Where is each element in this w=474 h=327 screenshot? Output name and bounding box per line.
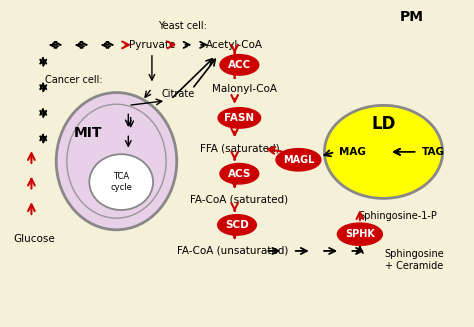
Text: Yeast cell:: Yeast cell: xyxy=(158,21,207,31)
Text: SCD: SCD xyxy=(225,220,249,230)
Text: ACC: ACC xyxy=(228,60,251,70)
Ellipse shape xyxy=(220,164,259,184)
Text: FA-CoA (saturated): FA-CoA (saturated) xyxy=(190,195,288,205)
Text: TCA
cycle: TCA cycle xyxy=(110,172,132,192)
Text: Malonyl-CoA: Malonyl-CoA xyxy=(211,84,277,94)
Ellipse shape xyxy=(220,55,259,75)
Text: MIT: MIT xyxy=(74,126,102,140)
Ellipse shape xyxy=(324,105,443,198)
Text: Pyruvate: Pyruvate xyxy=(129,40,175,50)
Text: Citrate: Citrate xyxy=(161,89,194,99)
Text: LD: LD xyxy=(371,115,396,133)
Text: Sphingosine-1-P: Sphingosine-1-P xyxy=(358,211,437,221)
Text: SPHK: SPHK xyxy=(345,229,375,239)
Text: PM: PM xyxy=(400,10,424,24)
Ellipse shape xyxy=(218,215,256,235)
Text: FASN: FASN xyxy=(224,113,255,123)
Ellipse shape xyxy=(218,108,261,128)
Ellipse shape xyxy=(89,154,153,210)
Text: Cancer cell:: Cancer cell: xyxy=(45,75,103,85)
Ellipse shape xyxy=(276,148,321,171)
Ellipse shape xyxy=(56,93,177,230)
Text: MAG: MAG xyxy=(339,147,366,157)
Text: Acetyl-CoA: Acetyl-CoA xyxy=(206,40,263,50)
Text: TAG: TAG xyxy=(422,147,445,157)
Text: Glucose: Glucose xyxy=(14,234,55,244)
Ellipse shape xyxy=(337,223,383,245)
Text: Sphingosine
+ Ceramide: Sphingosine + Ceramide xyxy=(384,250,444,271)
Text: FFA (saturated): FFA (saturated) xyxy=(200,144,279,154)
Text: MAGL: MAGL xyxy=(283,155,314,165)
Text: ACS: ACS xyxy=(228,169,251,179)
Text: FA-CoA (unsaturated): FA-CoA (unsaturated) xyxy=(177,246,288,256)
